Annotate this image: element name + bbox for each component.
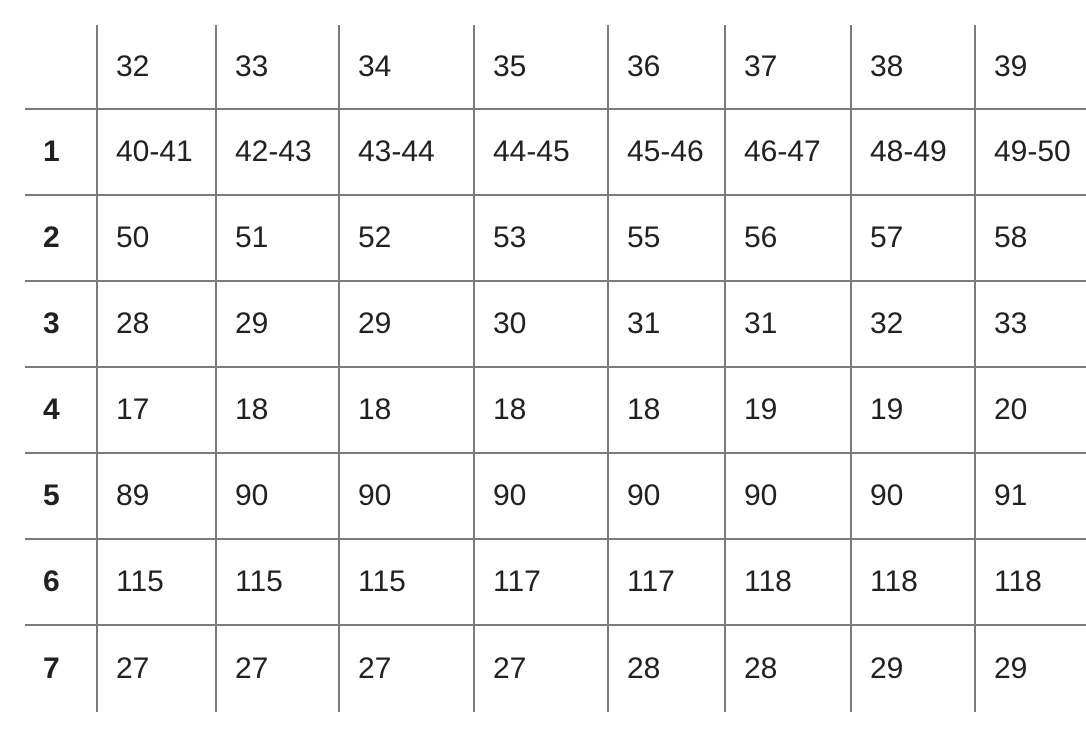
data-cell: 45-46 xyxy=(608,109,726,196)
data-cell: 18 xyxy=(608,367,726,454)
table-row: 4 17 18 18 18 18 19 19 20 xyxy=(25,367,1086,454)
column-header-cell: 33 xyxy=(216,25,340,110)
column-header-cell: 39 xyxy=(975,25,1086,110)
data-cell: 56 xyxy=(725,195,852,282)
data-cell: 90 xyxy=(608,453,726,540)
data-cell: 57 xyxy=(851,195,976,282)
data-cell: 32 xyxy=(851,281,976,368)
data-cell: 27 xyxy=(474,625,609,712)
size-table: 32 33 34 35 36 37 38 39 1 40-41 42-43 43-44 44-45 45… xyxy=(25,25,1086,712)
data-cell: 28 xyxy=(725,625,852,712)
data-cell: 118 xyxy=(851,539,976,626)
data-cell: 17 xyxy=(97,367,217,454)
table-row: 5 89 90 90 90 90 90 90 91 xyxy=(25,453,1086,540)
data-cell: 29 xyxy=(339,281,475,368)
column-header-cell: 38 xyxy=(851,25,976,110)
table-row: 6 115 115 115 117 117 118 118 118 xyxy=(25,539,1086,626)
data-cell: 48-49 xyxy=(851,109,976,196)
data-cell: 90 xyxy=(725,453,852,540)
data-cell: 53 xyxy=(474,195,609,282)
data-cell: 49-50 xyxy=(975,109,1086,196)
row-label-cell: 5 xyxy=(25,453,98,540)
data-cell: 42-43 xyxy=(216,109,340,196)
table-header: 32 33 34 35 36 37 38 39 xyxy=(25,25,1086,110)
column-header-cell: 35 xyxy=(474,25,609,110)
data-cell: 19 xyxy=(851,367,976,454)
data-cell: 18 xyxy=(474,367,609,454)
data-cell: 115 xyxy=(97,539,217,626)
data-cell: 20 xyxy=(975,367,1086,454)
data-cell: 29 xyxy=(994,652,1028,685)
data-cell: 40-41 xyxy=(97,109,217,196)
table-row: 1 40-41 42-43 43-44 44-45 45-46 46-47 48-49 49-5… xyxy=(25,109,1086,196)
data-cell: 52 xyxy=(339,195,475,282)
row-label-cell: 2 xyxy=(25,195,98,282)
data-cell: 58 xyxy=(975,195,1086,282)
data-cell: 30 xyxy=(474,281,609,368)
row-label-cell: 1 xyxy=(25,109,98,196)
row-label-cell: 7 xyxy=(25,625,98,712)
data-cell: 90 xyxy=(474,453,609,540)
row-label-cell: 3 xyxy=(25,281,98,368)
data-cell: 43-44 xyxy=(339,109,475,196)
column-header-cell: 37 xyxy=(725,25,852,110)
table-body: 1 40-41 42-43 43-44 44-45 45-46 46-47 48-49 49-5… xyxy=(25,109,1086,712)
data-cell: 117 xyxy=(608,539,726,626)
data-cell: 27 xyxy=(216,625,340,712)
row-label-cell: 4 xyxy=(25,367,98,454)
header-row: 32 33 34 35 36 37 38 39 xyxy=(25,25,1086,110)
data-cell: 117 xyxy=(474,539,609,626)
column-header-cell: 36 xyxy=(608,25,726,110)
data-cell: 28 xyxy=(97,281,217,368)
data-cell: 55 xyxy=(608,195,726,282)
data-cell: 44-45 xyxy=(474,109,609,196)
data-cell: 27 xyxy=(97,625,217,712)
data-cell: 31 xyxy=(608,281,726,368)
data-cell: 51 xyxy=(216,195,340,282)
corner-cell xyxy=(25,25,98,110)
row-label-cell: 6 xyxy=(25,539,98,626)
data-cell: 50 xyxy=(97,195,217,282)
data-cell: 91 xyxy=(975,453,1086,540)
data-cell: 90 xyxy=(339,453,475,540)
data-cell: 90 xyxy=(216,453,340,540)
data-cell: 18 xyxy=(339,367,475,454)
data-cell: 90 xyxy=(851,453,976,540)
data-cell: 33 xyxy=(975,281,1086,368)
data-cell: 18 xyxy=(216,367,340,454)
data-cell: 115 xyxy=(339,539,475,626)
data-cell: 31 xyxy=(725,281,852,368)
data-cell: 29 xyxy=(216,281,340,368)
data-cell: 115 xyxy=(216,539,340,626)
data-cell: 89 xyxy=(97,453,217,540)
column-header-cell: 32 xyxy=(97,25,217,110)
data-cell: 29 xyxy=(851,625,976,712)
data-cell: 28 xyxy=(608,625,726,712)
table-row: 3 28 29 29 30 31 31 32 33 xyxy=(25,281,1086,368)
table-row: 7 27 27 27 27 28 28 29 29 xyxy=(25,625,1086,712)
column-header-cell: 34 xyxy=(339,25,475,110)
data-cell: 118 xyxy=(975,539,1086,626)
table-row: 2 50 51 52 53 55 56 57 58 xyxy=(25,195,1086,282)
data-cell: 19 xyxy=(725,367,852,454)
data-cell: 118 xyxy=(725,539,852,626)
data-cell: 27 xyxy=(339,625,475,712)
data-cell: 46-47 xyxy=(725,109,852,196)
